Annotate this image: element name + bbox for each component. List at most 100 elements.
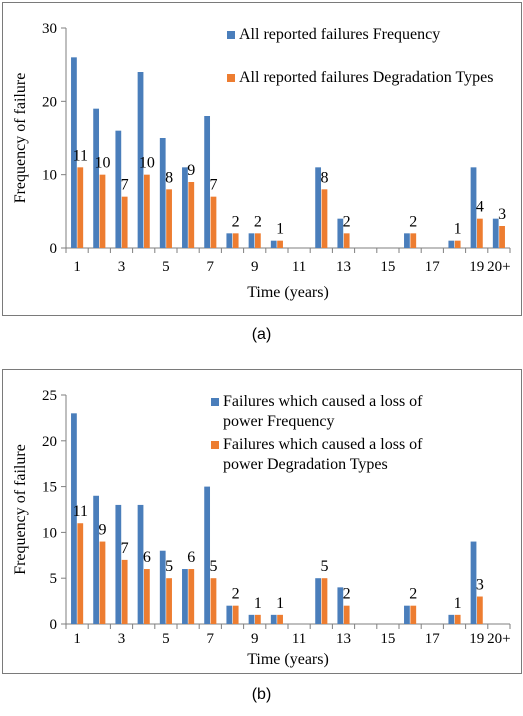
x-tick-label: 15 — [380, 259, 395, 275]
legend-swatch-2 — [211, 441, 219, 449]
legend-label-1: Failures which caused a loss of power Fre… — [223, 393, 423, 430]
bar-series-2 — [254, 614, 261, 624]
bar-series-2 — [143, 569, 150, 624]
bar-series-1 — [71, 413, 77, 624]
x-tick-label: 5 — [162, 259, 170, 275]
legend-label-2: Failures which caused a loss of power Deg… — [223, 436, 423, 473]
data-label: 2 — [343, 213, 351, 230]
y-tick-label: 5 — [50, 571, 58, 587]
x-tick-label: 13 — [336, 631, 351, 647]
bar-series-2 — [143, 174, 150, 248]
data-label: 5 — [209, 558, 217, 575]
x-tick-label: 3 — [118, 259, 126, 275]
bar-series-2 — [99, 174, 106, 248]
bar-series-1 — [182, 167, 188, 248]
y-tick-label: 20 — [42, 434, 57, 450]
data-label: 6 — [187, 549, 195, 566]
bar-series-1 — [226, 605, 233, 624]
bar-series-2 — [166, 189, 172, 248]
data-label: 2 — [254, 213, 262, 230]
bar-series-2 — [99, 541, 106, 624]
y-axis-title: Frequency of failure — [12, 73, 29, 204]
x-tick-label: 19 — [469, 259, 484, 275]
data-label: 7 — [121, 177, 129, 194]
data-label: 4 — [476, 199, 484, 216]
y-tick-label: 30 — [42, 21, 57, 37]
y-tick-label: 0 — [50, 617, 58, 633]
bar-series-1 — [470, 541, 477, 624]
data-label: 2 — [409, 586, 417, 603]
bar-series-1 — [204, 486, 211, 624]
bar-series-2 — [121, 559, 128, 624]
bar-series-1 — [492, 218, 499, 248]
x-tick-label: 13 — [336, 259, 351, 275]
bar-series-2 — [210, 578, 217, 624]
legend-swatch-1 — [227, 31, 235, 39]
bar-series-1 — [248, 614, 255, 624]
data-label: 1 — [276, 221, 284, 238]
x-tick-label: 9 — [251, 259, 259, 275]
data-label: 5 — [320, 558, 328, 575]
data-label: 7 — [121, 540, 129, 557]
caption-b: (b) — [251, 686, 272, 703]
bar-series-2 — [121, 196, 128, 248]
bar-series-1 — [115, 130, 122, 248]
data-label: 3 — [498, 206, 506, 223]
y-axis-title: Frequency of failure — [12, 444, 29, 575]
data-label: 10 — [139, 155, 155, 172]
x-tick-label: 3 — [118, 631, 126, 647]
bar-series-1 — [115, 504, 122, 624]
bar-series-2 — [410, 605, 417, 624]
data-label: 2 — [343, 586, 351, 603]
bar-series-2 — [277, 240, 283, 248]
bar-series-1 — [93, 108, 100, 249]
bar-series-1 — [204, 116, 211, 248]
bar-series-2 — [499, 226, 505, 248]
legend-label-2: All reported failures Degradation Types — [239, 69, 494, 86]
bar-series-1 — [448, 240, 455, 248]
y-tick-label: 25 — [42, 388, 57, 404]
x-tick-label: 17 — [425, 259, 441, 275]
y-tick-label: 10 — [42, 525, 57, 541]
bar-series-2 — [454, 240, 461, 248]
bar-series-1 — [270, 240, 277, 248]
bar-series-2 — [410, 233, 417, 248]
bar-series-2 — [343, 605, 350, 624]
bar-series-1 — [337, 218, 344, 248]
x-tick-label: 20+ — [487, 259, 510, 275]
bar-series-2 — [454, 614, 461, 624]
x-axis-title: Time (years) — [247, 651, 329, 668]
data-label: 1 — [454, 221, 462, 238]
bar-series-2 — [476, 218, 483, 248]
bar-series-1 — [137, 504, 144, 624]
legend-swatch-1 — [211, 398, 219, 406]
x-tick-label: 5 — [162, 631, 170, 647]
x-tick-label: 7 — [207, 259, 215, 275]
x-tick-label: 11 — [292, 631, 306, 647]
bar-series-1 — [315, 578, 322, 624]
bar-series-2 — [254, 233, 261, 248]
legend-swatch-2 — [227, 74, 235, 82]
bar-series-2 — [321, 578, 328, 624]
x-tick-label: 15 — [380, 631, 395, 647]
data-label: 3 — [476, 577, 484, 594]
bar-series-1 — [226, 233, 233, 248]
bar-series-1 — [159, 550, 166, 624]
y-tick-label: 10 — [42, 168, 57, 184]
bar-series-1 — [182, 569, 188, 624]
bar-series-2 — [476, 596, 483, 624]
bar-series-1 — [448, 614, 455, 624]
data-label: 2 — [409, 213, 417, 230]
bar-series-1 — [159, 138, 166, 248]
bar-series-2 — [188, 569, 195, 624]
bar-series-1 — [404, 233, 410, 248]
data-label: 2 — [232, 586, 240, 603]
data-label: 9 — [98, 522, 106, 539]
data-label: 6 — [143, 549, 151, 566]
bar-series-1 — [404, 605, 410, 624]
x-tick-label: 1 — [73, 259, 81, 275]
x-tick-label: 1 — [73, 631, 81, 647]
bar-series-2 — [277, 614, 283, 624]
